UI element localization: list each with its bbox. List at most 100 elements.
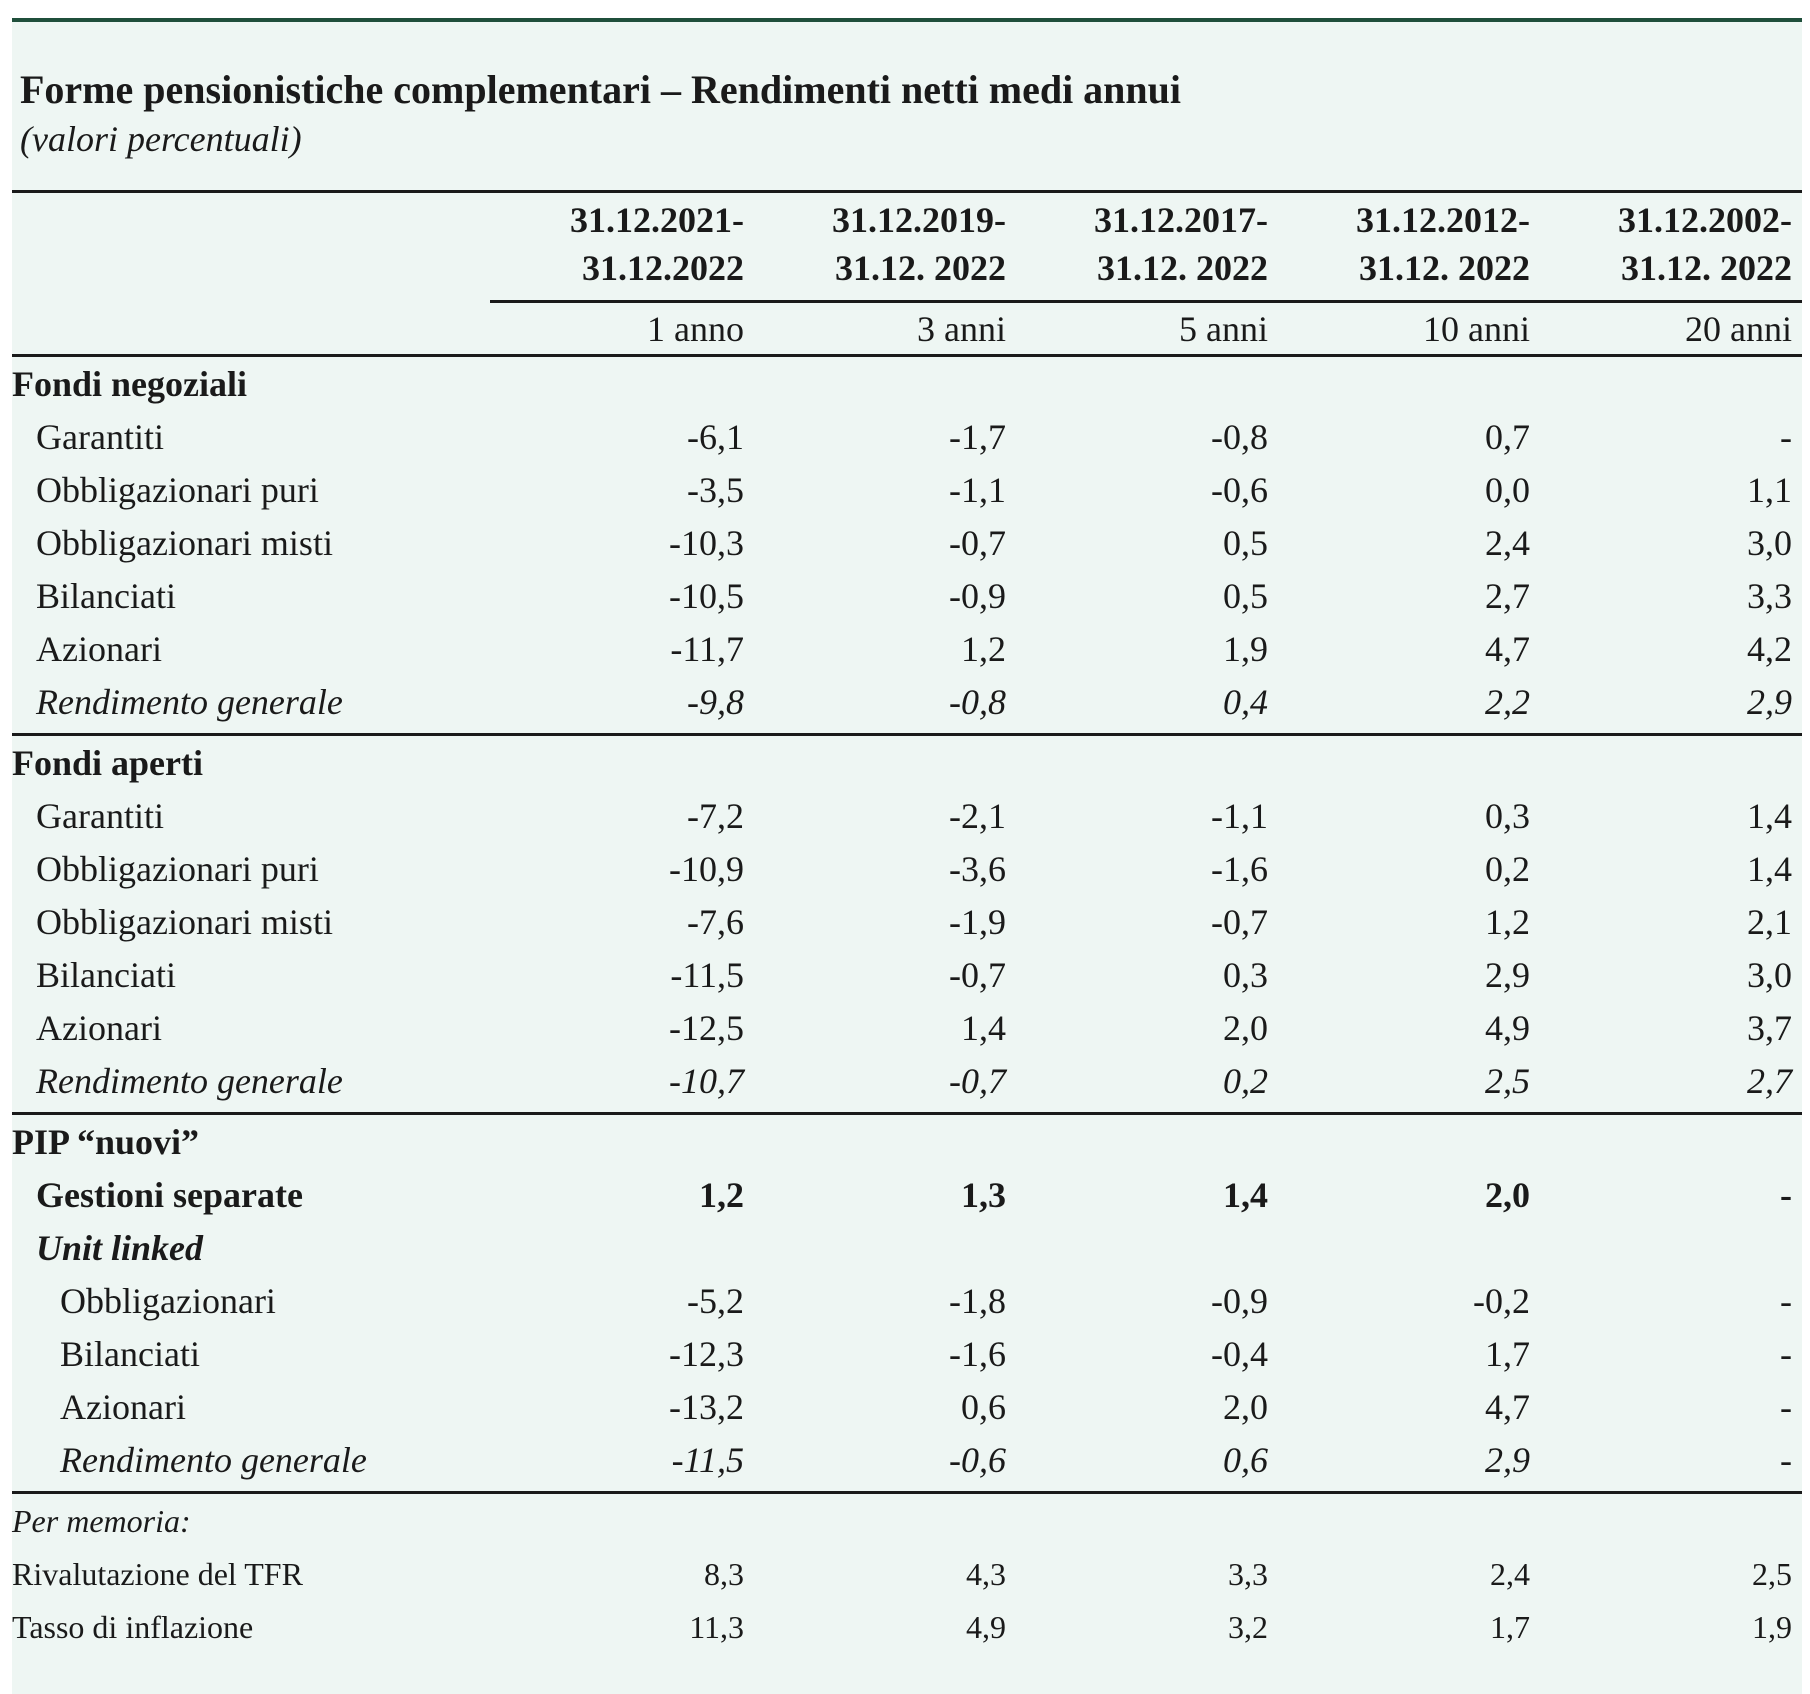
column-header-line1: 31.12.2012- [1356,196,1530,244]
row-value: 1,2 [766,623,1006,676]
row-value: 1,7 [1290,1328,1530,1381]
column-header-line2: 31.12. 2022 [1356,244,1530,292]
row-value: -0,7 [1028,896,1268,949]
row-value: 0,5 [1028,517,1268,570]
row-value: 2,4 [1290,1548,1530,1601]
row-value: 1,2 [1290,896,1530,949]
row-label: Rendimento generale [60,1434,367,1487]
row-value: 11,3 [504,1601,744,1654]
column-header-line1: 31.12.2021- [570,196,744,244]
row-value: -12,5 [504,1002,744,1055]
row-value: -0,7 [766,949,1006,1002]
row-value: 4,7 [1290,623,1530,676]
row-value: -0,7 [766,1055,1006,1108]
row-value: -9,8 [504,676,744,729]
row-value: -1,1 [766,464,1006,517]
row-value: -1,6 [1028,843,1268,896]
table-row: Gestioni separate 1,2 1,3 1,4 2,0 - [12,1169,1802,1222]
row-value: 3,0 [1552,949,1792,1002]
row-value: -7,6 [504,896,744,949]
column-header: 31.12.2002- 31.12. 2022 [1618,196,1792,292]
row-value: -10,9 [504,843,744,896]
row-value: 4,2 [1552,623,1792,676]
row-value: 2,0 [1028,1002,1268,1055]
column-header-line1: 31.12.2002- [1618,196,1792,244]
column-header: 31.12.2021- 31.12.2022 [570,196,744,292]
row-value: 2,4 [1290,517,1530,570]
row-value: -1,9 [766,896,1006,949]
table-row: Obbligazionari misti -7,6 -1,9 -0,7 1,2 2,1 [12,896,1802,949]
row-label: Obbligazionari [60,1275,276,1328]
section-rule [12,1112,1802,1115]
row-label: PIP “nuovi” [12,1116,199,1169]
table-row: Rendimento generale -11,5 -0,6 0,6 2,9 - [12,1434,1802,1487]
table-row: Bilanciati -11,5 -0,7 0,3 2,9 3,0 [12,949,1802,1002]
row-value: 0,0 [1290,464,1530,517]
row-value: 3,3 [1552,570,1792,623]
row-value: 1,1 [1552,464,1792,517]
row-value: 0,2 [1028,1055,1268,1108]
table-row: Tasso di inflazione 11,3 4,9 3,2 1,7 1,9 [12,1601,1802,1654]
row-value: 3,7 [1552,1002,1792,1055]
row-value: -2,1 [766,790,1006,843]
column-header-line1: 31.12.2019- [832,196,1006,244]
table-row: Obbligazionari -5,2 -1,8 -0,9 -0,2 - [12,1275,1802,1328]
column-header-line2: 31.12. 2022 [832,244,1006,292]
row-value: -1,1 [1028,790,1268,843]
row-value: 1,7 [1290,1601,1530,1654]
row-value: 3,3 [1028,1548,1268,1601]
row-value: 2,9 [1552,676,1792,729]
header-mid-rule [490,300,1802,303]
column-period: 20 anni [1685,308,1792,350]
column-period: 5 anni [1179,308,1268,350]
row-value: 1,4 [1552,843,1792,896]
row-value: -0,9 [766,570,1006,623]
table-row: Azionari -13,2 0,6 2,0 4,7 - [12,1381,1802,1434]
row-label: Unit linked [36,1222,203,1275]
row-value: 2,5 [1552,1548,1792,1601]
column-header-line2: 31.12. 2022 [1094,244,1268,292]
row-value: -10,7 [504,1055,744,1108]
row-value: -0,7 [766,517,1006,570]
row-value: 1,2 [504,1169,744,1222]
row-value: 1,9 [1552,1601,1792,1654]
row-value: -11,7 [504,623,744,676]
row-label: Tasso di inflazione [12,1601,253,1654]
row-value: 0,4 [1028,676,1268,729]
row-value: 4,9 [766,1601,1006,1654]
row-value: 1,4 [1552,790,1792,843]
row-value: -11,5 [504,949,744,1002]
row-value: 2,7 [1290,570,1530,623]
row-label: Obbligazionari puri [36,843,319,896]
section-rule [12,733,1802,736]
row-value: 2,7 [1552,1055,1792,1108]
row-value: -1,8 [766,1275,1006,1328]
row-value: -1,7 [766,411,1006,464]
row-value: -12,3 [504,1328,744,1381]
row-value: -6,1 [504,411,744,464]
row-value: 0,7 [1290,411,1530,464]
row-label: Bilanciati [60,1328,200,1381]
row-value: 2,9 [1290,949,1530,1002]
row-value: 1,3 [766,1169,1006,1222]
table-row: Azionari -11,7 1,2 1,9 4,7 4,2 [12,623,1802,676]
row-value: - [1552,1434,1792,1487]
table-row: Fondi negoziali [12,358,1802,411]
table-row: Rendimento generale -10,7 -0,7 0,2 2,5 2,7 [12,1055,1802,1108]
row-label: Gestioni separate [36,1169,303,1222]
header-top-rule [12,190,1802,193]
row-value: 0,3 [1028,949,1268,1002]
row-value: 0,5 [1028,570,1268,623]
row-value: 4,3 [766,1548,1006,1601]
table-row: Obbligazionari misti -10,3 -0,7 0,5 2,4 3,0 [12,517,1802,570]
row-value: -0,4 [1028,1328,1268,1381]
row-value: -0,2 [1290,1275,1530,1328]
row-label: Bilanciati [36,949,176,1002]
row-label: Obbligazionari misti [36,896,333,949]
table-panel: Forme pensionistiche complementari – Ren… [12,18,1802,1694]
row-label: Garantiti [36,411,164,464]
row-value: 1,9 [1028,623,1268,676]
header-bottom-rule [12,354,1802,357]
row-label: Rendimento generale [36,676,343,729]
row-value: -7,2 [504,790,744,843]
